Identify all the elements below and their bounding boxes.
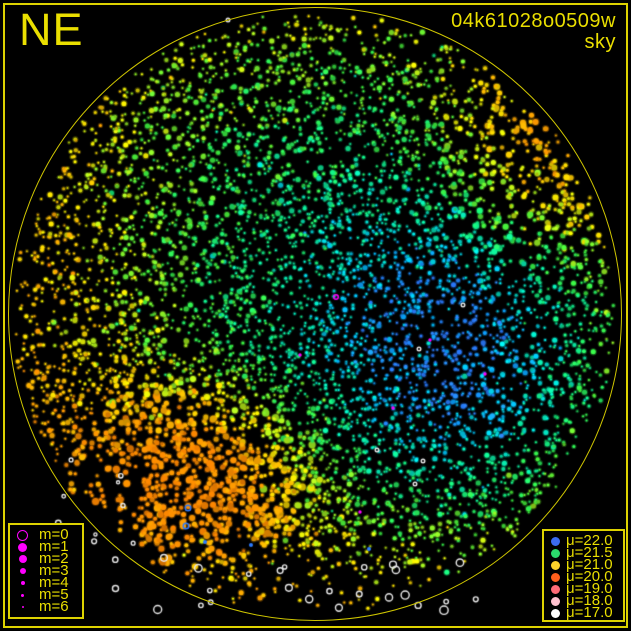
title-block: 04k61028o0509w sky [451,11,616,53]
m6-marker-icon [21,606,24,608]
mu18-swatch-icon [551,596,560,606]
size-legend-label: m=1 [39,538,69,555]
color-legend-row: μ=21.5 [551,544,618,561]
color-legend-label: μ=21.5 [566,544,613,561]
size-legend-row: m=4 [15,574,77,591]
mu22-swatch-icon [551,536,560,546]
size-legend-row: m=5 [15,586,77,603]
mu17-swatch-icon [551,608,560,618]
color-legend-label: μ=17.0 [566,604,613,621]
mu215-swatch-icon [551,548,560,558]
size-legend-row: m=3 [15,562,77,579]
color-legend-row: μ=22.0 [551,532,618,549]
m2-marker-icon [18,555,27,563]
size-legend-label: m=4 [39,574,69,591]
m3-marker-icon [19,568,26,574]
color-legend-label: μ=21.0 [566,556,613,573]
size-legend-row: m=2 [15,550,77,567]
plot-title: 04k61028o0509w [451,10,616,32]
color-legend-label: μ=19.0 [566,580,613,597]
color-legend-label: μ=20.0 [566,568,613,585]
size-legend-label: m=0 [39,526,69,543]
mu20-swatch-icon [551,572,560,582]
color-legend-label: μ=18.0 [566,592,613,609]
color-legend-row: μ=21.0 [551,556,618,573]
color-legend-row: μ=20.0 [551,568,618,585]
color-legend-label: μ=22.0 [566,532,613,549]
color-legend-row: μ=19.0 [551,580,618,597]
m0-marker-icon [17,529,28,541]
mu21-swatch-icon [551,560,560,570]
color-legend-row: μ=18.0 [551,592,618,609]
size-legend-row: m=6 [15,598,77,615]
mu19-swatch-icon [551,584,560,594]
size-legend-row: m=0 [15,526,77,543]
size-legend-label: m=5 [39,586,69,603]
color-legend: μ=22.0 μ=21.5 μ=21.0 μ=20.0 μ=19.0 μ=18.… [542,529,625,622]
size-legend-label: m=3 [39,562,69,579]
size-legend: m=0 m=1 m=2 m=3 m=4 m=5 m=6 [8,523,84,619]
plot-subtitle: sky [584,31,616,53]
size-legend-row: m=1 [15,538,77,555]
orientation-label: NE [19,4,84,55]
size-legend-label: m=6 [39,598,69,615]
m5-marker-icon [21,593,24,597]
color-legend-row: μ=17.0 [551,604,618,621]
m4-marker-icon [20,581,25,585]
m1-marker-icon [18,542,27,552]
size-legend-label: m=2 [39,550,69,567]
